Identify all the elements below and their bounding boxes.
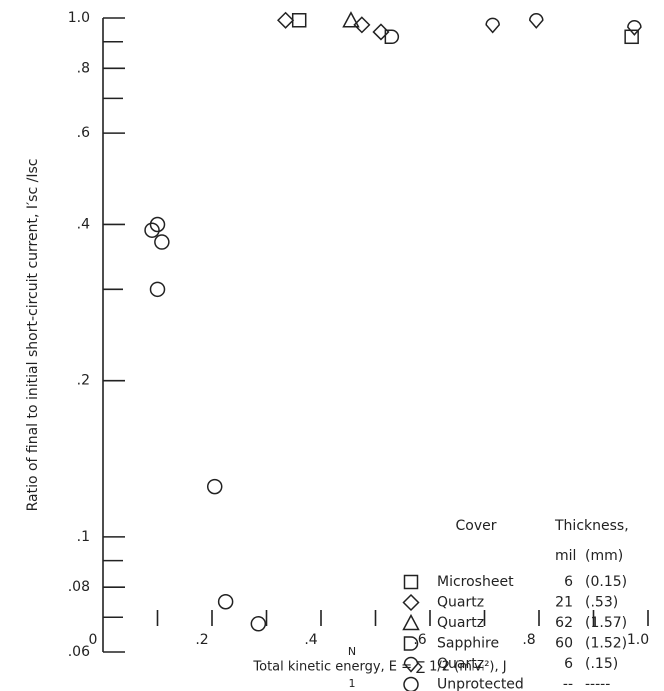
legend-mil: 60: [555, 636, 573, 652]
marker-circle: [206, 478, 223, 495]
x-axis-label: Total kinetic energy, E = ∑ 1/2 (mᵢvᵢ²),…: [252, 660, 506, 675]
x-tick-label: .4: [304, 632, 317, 648]
legend-mm: (0.15): [585, 574, 627, 590]
legend-mil: 21: [555, 595, 573, 611]
y-tick-label: .1: [77, 529, 90, 545]
marker-circle: [403, 676, 419, 691]
legend-header: Cover: [456, 518, 497, 534]
legend-mm: (1.57): [585, 615, 627, 631]
y-tick-label: .6: [77, 125, 90, 141]
marker-square: [403, 574, 419, 590]
marker-triangle: [342, 11, 360, 28]
legend-label: Microsheet: [437, 574, 514, 590]
legend-label: Unprotected: [437, 677, 524, 691]
legend-label: Sapphire: [437, 636, 499, 652]
marker-notched: [403, 656, 419, 673]
y-tick-label: .4: [77, 216, 90, 232]
y-tick-label: .2: [77, 373, 90, 389]
marker-diamond: [402, 593, 420, 612]
marker-diamond: [372, 23, 390, 41]
x-tick-label: 0: [89, 632, 98, 648]
y-tick-label: .8: [77, 60, 90, 76]
marker-dshape: [403, 636, 419, 651]
legend-mm: (1.52): [585, 636, 627, 652]
marker-notched: [627, 19, 642, 36]
legend-mil: 6: [564, 574, 573, 590]
marker-notched: [485, 17, 500, 34]
sum-lower: 1: [349, 677, 356, 690]
marker-dshape: [384, 29, 400, 45]
marker-diamond: [277, 11, 295, 29]
x-tick-label: .8: [522, 632, 535, 648]
marker-square: [624, 29, 639, 45]
legend-label: Quartz: [437, 595, 484, 611]
legend-header: (mm): [585, 548, 623, 564]
marker-notched: [529, 13, 544, 29]
marker-circle: [149, 281, 166, 298]
legend-header: mil: [555, 548, 576, 564]
marker-circle: [144, 222, 160, 238]
y-tick-label: .06: [68, 644, 90, 660]
legend-label: Quartz: [437, 656, 484, 672]
marker-circle: [217, 593, 234, 610]
legend-mm: (.15): [585, 656, 618, 672]
legend-mm: (.53): [585, 595, 618, 611]
y-tick-label: .08: [68, 579, 90, 595]
marker-square: [291, 13, 307, 28]
marker-triangle: [402, 613, 420, 631]
legend-mm: -----: [585, 677, 610, 691]
sum-upper: N: [348, 645, 356, 658]
legend-mil: --: [563, 677, 573, 691]
y-axis-label: Ratio of final to initial short-circuit …: [25, 159, 41, 512]
x-tick-label: .2: [195, 632, 208, 648]
legend-mil: 62: [555, 615, 573, 631]
legend-label: Quartz: [437, 615, 484, 631]
legend-mil: 6: [564, 656, 573, 672]
marker-circle: [149, 216, 166, 233]
marker-circle: [154, 234, 170, 250]
x-tick-label: .6: [413, 632, 426, 648]
y-tick-label: 1.0: [68, 10, 90, 26]
marker-circle: [250, 616, 267, 632]
x-tick-label: 1.0: [627, 632, 649, 648]
legend-header: Thickness,: [554, 518, 629, 534]
